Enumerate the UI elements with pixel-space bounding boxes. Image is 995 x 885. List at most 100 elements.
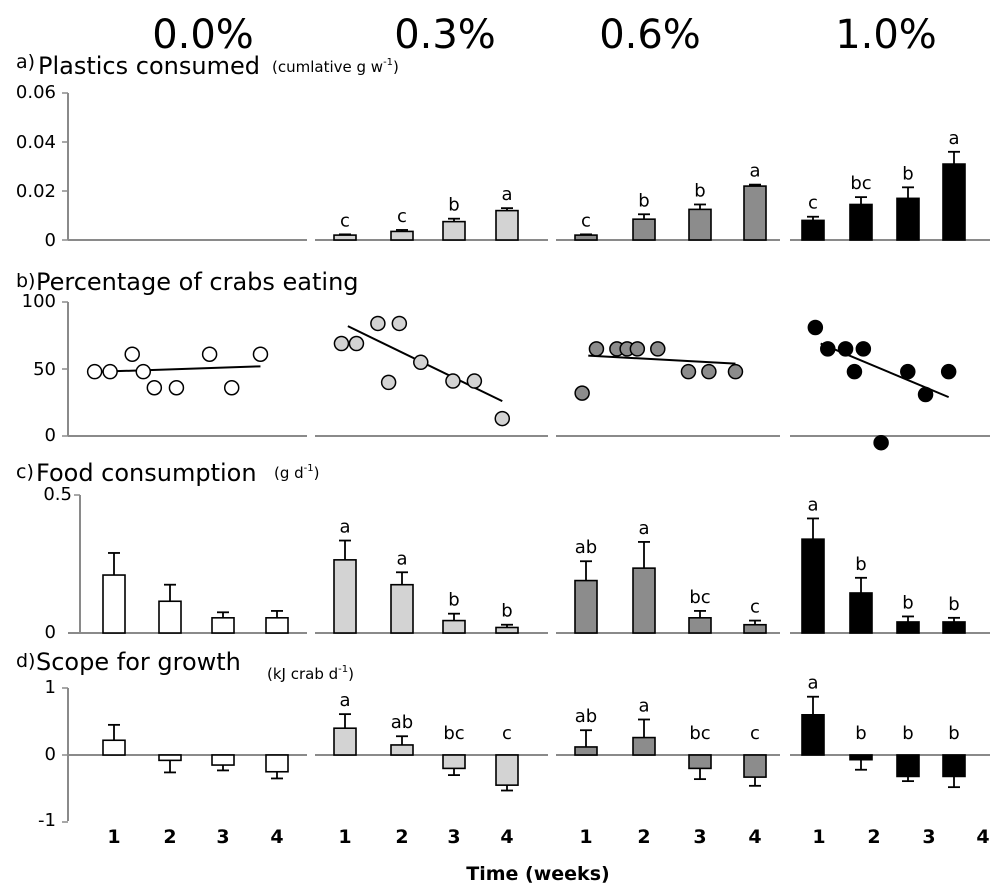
bar-3-2-0 (574, 746, 598, 756)
significance-label-2-1-0: a (339, 517, 350, 538)
x-tick-1-2: 2 (395, 826, 408, 848)
bar-0-2-2 (688, 208, 712, 241)
significance-label-3-1-2: bc (443, 723, 464, 744)
bar-2-1-1 (390, 583, 414, 634)
bar-2-3-0 (801, 538, 825, 634)
significance-label-3-1-0: a (339, 690, 350, 711)
x-tick-2-2: 2 (637, 826, 650, 848)
panel-b-title: Percentage of crabs eating (36, 268, 359, 296)
point-1-4 (391, 315, 408, 332)
bar-3-0-1 (158, 754, 182, 762)
point-3-8 (940, 363, 957, 380)
x-ticks-group-1: 1 2 3 4 (338, 826, 513, 848)
significance-label-2-2-3: c (750, 597, 760, 618)
bar-3-0-3 (265, 754, 289, 773)
bar-3-2-3 (743, 754, 767, 778)
point-0-3 (135, 363, 152, 380)
panel-c-title: Food consumption (36, 459, 257, 487)
y-tick-d-2: -1 (38, 810, 56, 831)
bar-2-0-3 (265, 617, 289, 634)
significance-label-0-3-1: bc (850, 173, 871, 194)
bar-0-3-2 (896, 197, 920, 241)
x-tick-0-2: 2 (163, 826, 176, 848)
bar-2-1-3 (495, 626, 519, 634)
x-tick-2-1: 1 (579, 826, 592, 848)
point-0-6 (201, 346, 218, 363)
x-tick-0-4: 4 (270, 826, 283, 848)
point-0-2 (124, 346, 140, 363)
panel-d-letter: d) (16, 650, 35, 672)
panel-d-unit: (kJ crab d-1) (267, 664, 354, 683)
point-1-6 (445, 373, 461, 389)
point-2-4 (629, 341, 646, 357)
bar-3-0-2 (211, 754, 235, 766)
significance-label-3-1-3: c (502, 723, 512, 744)
x-tick-1-3: 3 (447, 826, 460, 848)
x-tick-1-4: 4 (500, 826, 513, 848)
point-3-4 (855, 341, 872, 357)
y-tick-a-3: 0 (45, 230, 56, 251)
x-ticks-group-2: 1 2 3 4 (579, 826, 761, 848)
significance-label-0-1-3: a (501, 184, 512, 205)
significance-label-2-3-3: b (948, 594, 959, 615)
point-2-7 (701, 363, 717, 380)
y-tick-d-1: 0 (45, 744, 56, 765)
bar-2-1-2 (442, 619, 466, 634)
bar-2-2-2 (688, 617, 712, 634)
point-3-3 (846, 363, 863, 380)
point-0-8 (252, 346, 269, 363)
point-3-2 (837, 341, 854, 357)
significance-label-2-1-3: b (501, 601, 512, 622)
panel-a-unit: (cumlative g w-1) (272, 57, 399, 76)
bar-3-1-2 (442, 754, 466, 770)
x-tick-3-3: 3 (922, 826, 935, 848)
point-0-5 (168, 380, 185, 396)
bar-2-2-0 (574, 579, 598, 634)
point-2-1 (588, 341, 605, 357)
bar-3-3-0 (801, 713, 825, 756)
treatment-label-2: 0.6% (599, 12, 701, 58)
significance-label-3-1-1: ab (391, 712, 413, 733)
point-0-1 (102, 363, 118, 380)
x-ticks-group-3: 1 2 3 4 (812, 826, 989, 848)
point-1-7 (466, 373, 483, 389)
significance-label-2-2-0: ab (575, 537, 597, 558)
significance-label-2-3-0: a (807, 494, 818, 515)
significance-label-2-1-1: a (396, 548, 407, 569)
panel-c-letter: c) (16, 461, 34, 483)
bar-2-0-0 (102, 574, 126, 634)
point-1-8 (494, 410, 511, 427)
trend-line-0 (101, 365, 261, 373)
bar-0-2-1 (632, 218, 656, 241)
significance-label-2-3-2: b (902, 592, 913, 613)
treatment-label-1: 0.3% (394, 12, 496, 58)
point-1-3 (380, 374, 397, 391)
point-1-0 (333, 335, 350, 352)
y-tick-b-0: 100 (22, 291, 56, 312)
significance-label-0-3-3: a (948, 128, 959, 149)
bar-0-3-3 (942, 163, 966, 241)
point-3-5 (873, 434, 889, 451)
significance-label-0-2-1: b (638, 190, 649, 211)
point-2-5 (650, 341, 666, 357)
bar-2-3-3 (942, 621, 966, 634)
point-0-7 (223, 380, 240, 396)
panel-a-letter: a) (16, 51, 35, 73)
panel-a-title: Plastics consumed (38, 52, 260, 80)
bar-2-0-1 (158, 600, 182, 634)
x-axis-label: Time (weeks) (466, 863, 609, 885)
treatment-label-0: 0.0% (152, 12, 254, 58)
bar-0-2-0 (574, 234, 598, 241)
y-tick-d-0: 1 (45, 677, 56, 698)
significance-label-3-3-1: b (855, 723, 866, 744)
bar-0-1-2 (442, 220, 466, 241)
x-tick-3-1: 1 (812, 826, 825, 848)
significance-label-3-2-1: a (638, 695, 649, 716)
bar-3-3-1 (849, 754, 873, 761)
significance-label-0-1-1: c (397, 206, 407, 227)
x-tick-3-2: 2 (867, 826, 880, 848)
bar-0-3-0 (801, 219, 825, 241)
x-tick-0-1: 1 (107, 826, 120, 848)
